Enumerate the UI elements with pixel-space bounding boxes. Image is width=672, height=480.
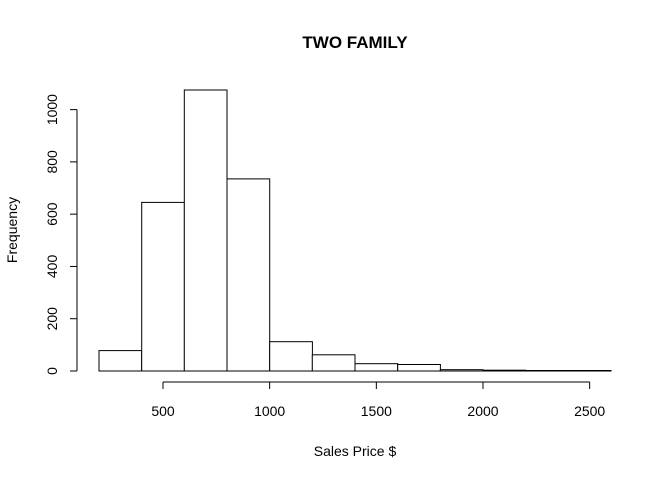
x-tick-label: 1500 [361, 403, 392, 419]
x-axis: 500 1000 1500 2000 2500 [151, 381, 605, 419]
x-tick-label: 500 [151, 403, 175, 419]
x-axis-label: Sales Price $ [314, 443, 397, 459]
x-tick-label: 2500 [574, 403, 605, 419]
histogram-bar [354, 363, 399, 372]
histogram-bar [311, 354, 356, 372]
histogram-bar [482, 369, 527, 372]
y-tick-label: 1000 [44, 94, 60, 125]
histogram-bar [98, 350, 143, 372]
histogram-bar [397, 364, 441, 372]
bars-group [98, 89, 612, 372]
y-axis: 0 200 400 600 800 1000 [44, 94, 78, 375]
chart-title: TWO FAMILY [302, 33, 408, 52]
x-tick-label: 1000 [254, 403, 285, 419]
histogram-bar [226, 178, 271, 372]
y-tick-label: 0 [44, 367, 60, 375]
y-tick-label: 400 [44, 255, 60, 279]
y-tick-label: 200 [44, 307, 60, 331]
histogram-bar [525, 370, 569, 372]
histogram-bar [439, 369, 484, 372]
x-tick-label: 2000 [467, 403, 498, 419]
histogram-bar [141, 201, 185, 372]
histogram-bar [183, 89, 228, 372]
y-tick-label: 600 [44, 202, 60, 226]
histogram-bar [269, 341, 313, 372]
histogram-bar [567, 370, 612, 372]
y-axis-label: Frequency [4, 197, 20, 263]
y-tick-label: 800 [44, 150, 60, 174]
